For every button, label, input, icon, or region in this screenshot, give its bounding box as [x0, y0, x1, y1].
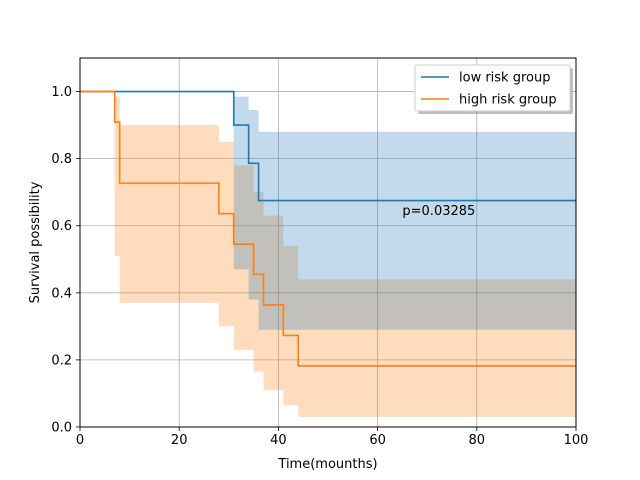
x-tick-label-1: 20 [171, 433, 188, 448]
p-value-annotation: p=0.03285 [402, 204, 475, 219]
confidence-bands [80, 91, 576, 417]
x-tick-label-2: 40 [270, 433, 287, 448]
axes-frame [79, 57, 577, 428]
y-tick-label-1: 0.2 [51, 353, 72, 368]
x-axis-title: Time(mounths) [277, 457, 377, 472]
legend: low risk group high risk group [414, 64, 573, 114]
y-tick-label-3: 0.6 [51, 219, 72, 234]
ci-band-low-risk [80, 91, 576, 330]
legend-label-high-risk: high risk group [459, 93, 557, 108]
x-tick-label-5: 100 [564, 433, 589, 448]
survival-line-low-risk [80, 90, 576, 202]
ticks: 0 20 40 60 80 100 0.0 0.2 0.4 0.6 0.8 1.0 [51, 85, 588, 448]
y-tick-label-2: 0.4 [51, 286, 72, 301]
x-tick-label-3: 60 [369, 433, 386, 448]
y-tick-label-0: 0.0 [51, 421, 72, 436]
legend-box [414, 64, 571, 112]
x-tick-label-0: 0 [76, 433, 84, 448]
y-tick-label-5: 1.0 [51, 85, 72, 100]
survival-lines [80, 90, 576, 367]
y-axis-title: Survival possibility [28, 181, 43, 303]
y-tick-label-4: 0.8 [51, 152, 72, 167]
legend-label-low-risk: low risk group [459, 71, 550, 86]
x-tick-label-4: 80 [469, 433, 486, 448]
survival-line-high-risk [80, 90, 576, 367]
ci-band-high-risk [80, 91, 576, 417]
plot-area: p=0.03285 [79, 57, 577, 428]
